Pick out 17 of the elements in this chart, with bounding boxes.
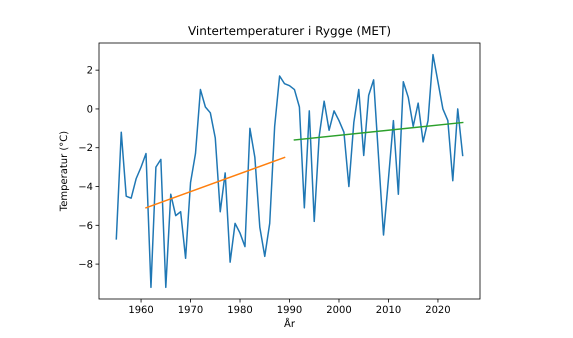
y-tick-label: −8 — [78, 260, 93, 271]
y-tick-label: 2 — [86, 66, 93, 77]
y-tick-label: 0 — [86, 104, 93, 116]
y-axis-title: Temperatur (°C) — [59, 130, 70, 212]
line-series — [116, 54, 464, 288]
x-tick-label: 2000 — [326, 305, 352, 316]
chart-title: Vintertemperaturer i Rygge (MET) — [188, 24, 392, 38]
x-tick-label: 1980 — [227, 305, 253, 316]
x-axis-title: År — [284, 317, 296, 330]
y-tick-label: −2 — [78, 143, 93, 154]
x-tick-label: 1990 — [276, 305, 302, 316]
x-tick-label: 2010 — [376, 305, 402, 316]
x-tick-label: 2020 — [425, 305, 451, 316]
x-tick-label: 1960 — [128, 305, 154, 316]
y-tick-label: −6 — [78, 220, 93, 232]
y-tick-label: −4 — [78, 182, 93, 194]
x-tick-label: 1970 — [178, 305, 204, 316]
